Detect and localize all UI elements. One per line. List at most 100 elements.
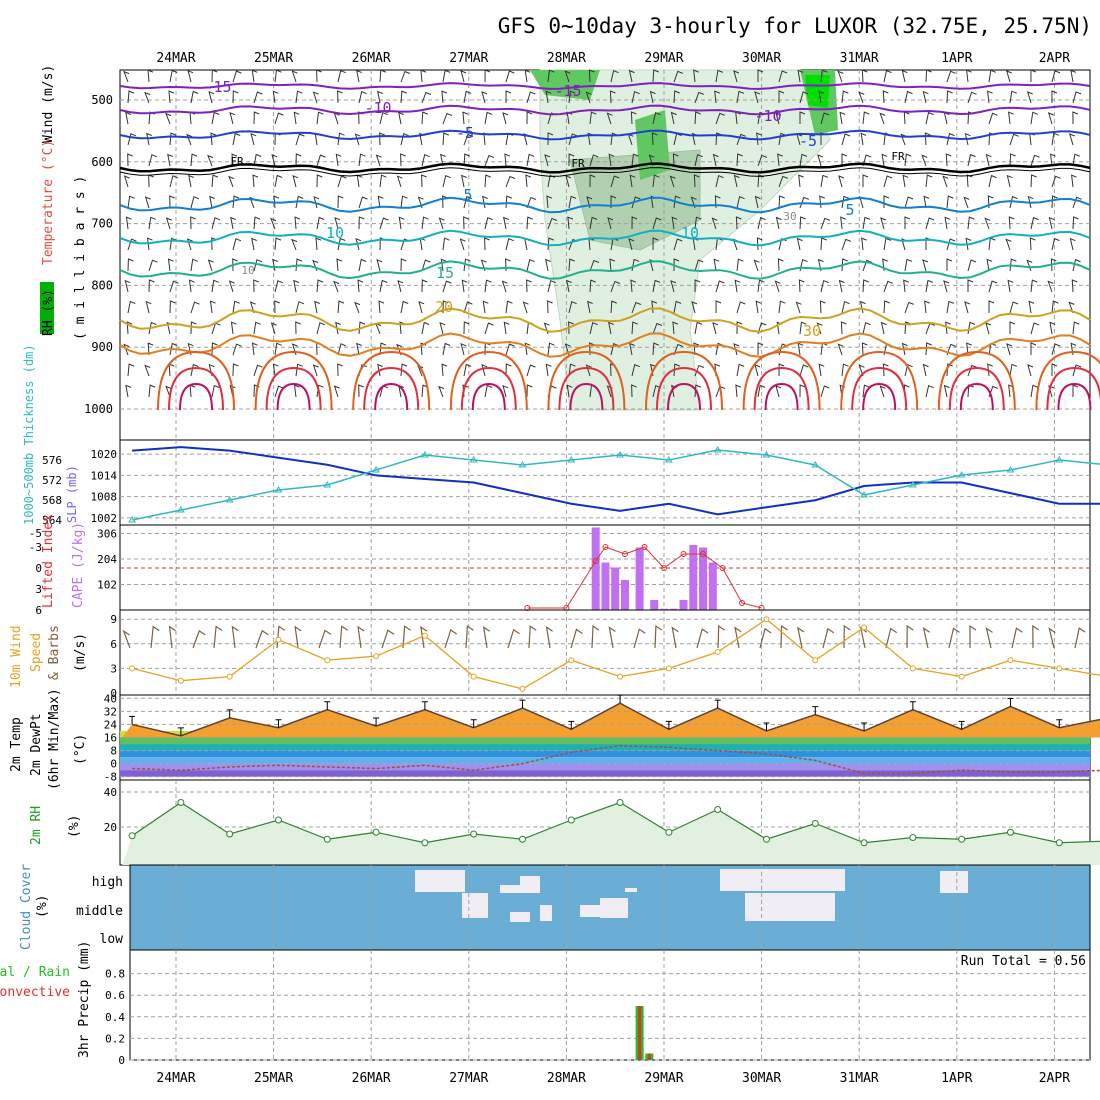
wind-barb <box>146 237 153 251</box>
wind-barb <box>316 279 324 293</box>
wind-barb <box>211 111 220 125</box>
wind-barb <box>777 153 783 167</box>
warm-dome-contour <box>645 350 723 411</box>
wind-barb <box>127 238 137 251</box>
wind-barb <box>125 384 132 398</box>
temp2m-tick: 8 <box>110 745 117 758</box>
wind-barb <box>966 174 973 188</box>
wind-barb <box>1051 300 1059 314</box>
wind-barb <box>503 216 509 230</box>
wind-barb <box>925 322 935 335</box>
ylabel-cloud-unit: (%) <box>35 895 50 918</box>
wind-barb <box>964 301 971 314</box>
thickness-marker <box>1055 456 1064 463</box>
wind-barb <box>694 364 705 377</box>
ylabel-temp2m-2: 2m DewPt <box>29 713 44 776</box>
wind10-barb <box>381 629 395 649</box>
wind-barb <box>190 90 199 104</box>
wind-barb <box>757 217 766 230</box>
wind10-barb <box>318 629 332 649</box>
wind-barb <box>481 363 488 377</box>
bottom-date-label: 30MAR <box>742 1071 781 1086</box>
cape-bar <box>591 527 600 610</box>
wind-barb <box>165 112 172 125</box>
wind-barb <box>316 384 324 398</box>
wind-barb <box>253 153 262 167</box>
temp-band <box>120 750 1090 758</box>
wind-barb <box>526 196 537 209</box>
wind-barb <box>670 280 677 293</box>
pressure-tick: 1000 <box>84 402 113 416</box>
wind-barb <box>1005 238 1012 251</box>
wind-barb <box>690 196 697 209</box>
wind-barb <box>546 195 553 209</box>
wind-barb <box>1070 342 1077 356</box>
wind-barb <box>358 91 367 104</box>
wind-barb <box>337 237 346 251</box>
wind-barb <box>694 279 701 293</box>
slp-line <box>132 446 1100 516</box>
wind-barb <box>1072 364 1082 377</box>
wind-barb <box>207 259 214 272</box>
temp2m-minmax <box>617 694 624 704</box>
cloud-level-low: low <box>100 932 124 947</box>
top-date-label: 2APR <box>1039 51 1070 66</box>
wind-barb <box>588 69 595 83</box>
wind-barb <box>756 132 762 146</box>
wind10-barb <box>859 626 868 649</box>
wind-barb <box>943 280 950 293</box>
wind10-tick: 9 <box>110 613 117 626</box>
wind-barb <box>858 364 865 377</box>
wind-barb <box>568 195 577 209</box>
wind-barb <box>883 280 893 293</box>
cape-tick: 306 <box>97 528 117 541</box>
wind-barb <box>610 195 617 209</box>
wind10-barb <box>420 625 428 649</box>
wind-barb <box>925 69 932 83</box>
rh-legend-swatch <box>40 282 54 334</box>
wind10-barb <box>402 625 411 649</box>
warm-dome-contour <box>948 366 1005 411</box>
wind-barb <box>967 259 977 272</box>
wind-barb <box>924 300 930 314</box>
wind-barb <box>1072 216 1079 230</box>
wind-barb <box>1030 279 1038 293</box>
wind-barb <box>253 259 263 272</box>
wind-barb <box>274 300 280 314</box>
lifted-index-marker <box>592 558 599 564</box>
wind-barb <box>607 217 614 230</box>
wind-barb <box>316 216 325 230</box>
cloud-block <box>745 893 835 921</box>
cloud-block <box>462 893 488 918</box>
wind-barb <box>904 258 913 272</box>
thickness-marker <box>908 481 917 488</box>
wind-barb <box>1030 174 1037 188</box>
wind10-speed-marker <box>129 665 136 672</box>
wind-barb <box>190 196 200 209</box>
ylabel-precip-1: Total / Rain <box>0 965 70 980</box>
wind-barb <box>715 112 725 125</box>
pressure-tick: 800 <box>91 278 113 292</box>
cape-bar <box>620 580 629 610</box>
wind-barb <box>274 280 284 293</box>
wind-barb <box>502 112 509 125</box>
wind-barb <box>417 196 424 209</box>
wind-barb <box>818 90 825 104</box>
wind-barb <box>589 279 596 293</box>
wind-barb <box>988 300 995 313</box>
wind-barb <box>337 300 345 314</box>
wind-barb <box>211 342 218 356</box>
wind-barb <box>442 69 451 83</box>
wind-barb <box>586 196 593 209</box>
cloud-cover-panel: Cloud Cover (%) high middle low <box>19 864 1091 951</box>
wind-barb <box>1048 385 1055 398</box>
top-date-label: 31MAR <box>840 51 879 66</box>
temp2m-minmax <box>373 717 380 727</box>
cloud-block <box>415 870 465 892</box>
wind-barb <box>337 70 346 83</box>
wind-barb <box>733 70 740 83</box>
thickness-tick: 564 <box>42 514 62 527</box>
wind10-speed-marker <box>861 624 868 631</box>
wind-barb <box>923 195 930 209</box>
wind-barb <box>1051 363 1058 376</box>
